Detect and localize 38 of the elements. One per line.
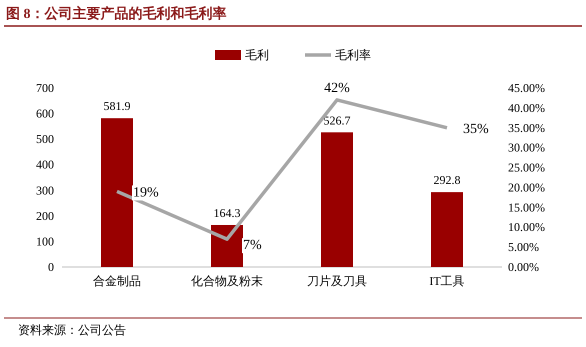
data-label: 581.9 xyxy=(104,99,130,114)
y2-tick-label: 20.00% xyxy=(508,180,545,194)
y-tick-label: 0 xyxy=(48,260,54,274)
y2-tick-label: 10.00% xyxy=(508,220,545,234)
data-label: 35% xyxy=(463,122,489,137)
y-tick-label: 600 xyxy=(36,106,54,121)
x-tick-label: 刀片及刀具 xyxy=(307,274,367,288)
y2-tick-label: 25.00% xyxy=(508,160,545,175)
y2-tick-label: 15.00% xyxy=(508,200,545,214)
data-label: 292.8 xyxy=(434,173,460,188)
y-tick-label: 100 xyxy=(36,234,54,248)
data-label: 7% xyxy=(243,238,262,254)
y2-tick-label: 45.00% xyxy=(508,81,545,95)
bar xyxy=(101,118,133,267)
y2-tick-label: 0.00% xyxy=(508,260,539,274)
y2-tick-label: 5.00% xyxy=(508,240,539,254)
x-tick-label: 化合物及粉末 xyxy=(191,274,263,288)
bar xyxy=(211,224,243,267)
text: 资料来源：公司公告 xyxy=(18,323,126,337)
y2-tick-label: 40.00% xyxy=(508,100,545,115)
data-label: 19% xyxy=(133,185,159,200)
x-tick-label: 合金制品 xyxy=(93,274,141,288)
y2-tick-label: 30.00% xyxy=(508,140,545,155)
bar xyxy=(321,132,353,267)
data-label: 42% xyxy=(324,80,350,96)
chart-title: 图 8：公司主要产品的毛利和毛利率 xyxy=(6,5,226,22)
y-tick-label: 400 xyxy=(36,158,54,172)
data-label: 164.3 xyxy=(214,206,240,220)
y-tick-label: 700 xyxy=(36,81,54,95)
y-tick-label: 200 xyxy=(36,208,54,223)
y-tick-label: 300 xyxy=(36,183,54,198)
data-label: 526.7 xyxy=(324,113,350,128)
bar xyxy=(431,192,463,267)
x-tick-label: IT工具 xyxy=(429,274,465,288)
y-tick-label: 500 xyxy=(36,132,54,146)
legend-label: 毛利率 xyxy=(335,48,371,62)
y2-tick-label: 35.00% xyxy=(508,120,545,135)
legend-label: 毛利 xyxy=(245,48,269,62)
